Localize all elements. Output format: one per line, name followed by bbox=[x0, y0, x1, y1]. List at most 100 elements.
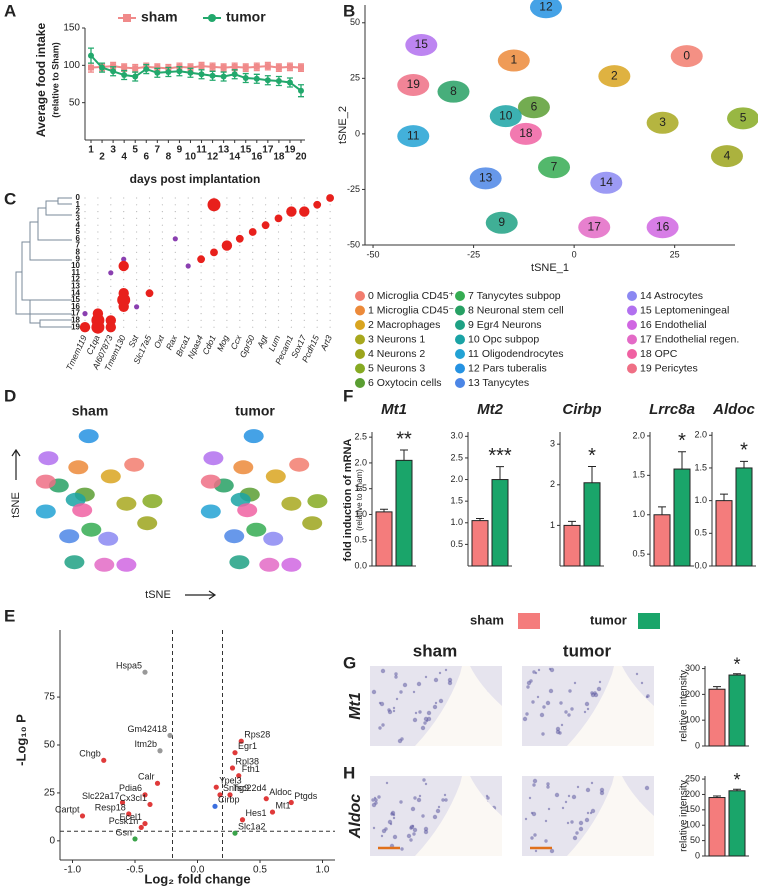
background-dot bbox=[110, 251, 112, 253]
background-dot bbox=[277, 238, 280, 240]
cluster bbox=[259, 557, 280, 572]
stain-speck bbox=[421, 814, 425, 818]
bar bbox=[728, 674, 746, 747]
background-dot bbox=[161, 299, 163, 301]
marker bbox=[298, 87, 304, 94]
marker bbox=[220, 64, 227, 71]
background-dot bbox=[161, 272, 163, 274]
cluster-label: 17 bbox=[71, 309, 80, 318]
cluster-label: 10 bbox=[71, 261, 80, 270]
cluster bbox=[727, 107, 758, 130]
gene-label: Slc1a2 bbox=[238, 822, 266, 832]
panel-letter: A bbox=[4, 1, 16, 20]
stain-speck bbox=[566, 821, 570, 825]
stain-speck bbox=[433, 677, 439, 683]
background-dot bbox=[161, 279, 163, 281]
legend-swatch bbox=[627, 291, 637, 301]
bar bbox=[673, 468, 691, 567]
panel-letter: B bbox=[343, 1, 355, 20]
cluster-label: 3 bbox=[659, 115, 666, 129]
stain-speck bbox=[571, 794, 577, 800]
stain-speck bbox=[413, 796, 417, 800]
cluster bbox=[237, 503, 258, 518]
gene-point bbox=[269, 809, 276, 815]
background-dot bbox=[161, 265, 163, 267]
cluster bbox=[78, 429, 99, 444]
cluster-label: 18 bbox=[519, 126, 533, 140]
background-dot bbox=[136, 231, 138, 233]
y-axis-label: Average food intake bbox=[34, 23, 48, 138]
y-tick-label: 0.5 bbox=[694, 528, 707, 538]
cluster-label: 4 bbox=[724, 148, 731, 162]
background-dot bbox=[97, 306, 99, 308]
marker bbox=[110, 63, 117, 70]
x-tick-label: 10 bbox=[185, 152, 197, 163]
background-dot bbox=[148, 306, 151, 308]
background-dot bbox=[303, 224, 305, 226]
background-dot bbox=[226, 258, 228, 260]
background-dot bbox=[277, 211, 280, 213]
stain-speck bbox=[531, 700, 535, 704]
background-dot bbox=[97, 197, 99, 199]
marker bbox=[132, 73, 139, 80]
background-dot bbox=[277, 272, 280, 274]
background-dot bbox=[148, 279, 151, 281]
error-bar bbox=[733, 788, 741, 791]
cluster-label: 12 bbox=[539, 0, 553, 13]
gene-point bbox=[154, 780, 161, 786]
y-tick-label: 1.0 bbox=[632, 509, 645, 519]
stain-speck bbox=[392, 709, 396, 713]
legend-swatch bbox=[518, 613, 540, 629]
gene-label: Cartpt bbox=[55, 804, 80, 814]
gene-label: Ecel1 bbox=[119, 812, 142, 822]
marker bbox=[286, 79, 293, 86]
background-dot bbox=[277, 279, 280, 281]
background-dot bbox=[97, 231, 99, 233]
gene-label: Gsn bbox=[115, 827, 132, 837]
error-bar bbox=[568, 520, 576, 526]
background-dot bbox=[329, 224, 331, 226]
background-dot bbox=[213, 326, 215, 328]
background-dot bbox=[84, 265, 86, 267]
y-tick-label: 50 bbox=[350, 17, 360, 27]
background-dot bbox=[265, 204, 267, 206]
stain-speck bbox=[435, 808, 441, 814]
background-dot bbox=[303, 326, 305, 328]
background-dot bbox=[265, 306, 267, 308]
background-dot bbox=[110, 224, 112, 226]
chart-title: Aldoc bbox=[712, 401, 755, 418]
background-dot bbox=[174, 326, 176, 328]
y-tick-label: 2 bbox=[550, 479, 555, 489]
background-dot bbox=[200, 292, 202, 294]
gene-point bbox=[132, 836, 138, 842]
background-dot bbox=[265, 258, 267, 260]
background-dot bbox=[290, 306, 292, 308]
background-dot bbox=[123, 326, 125, 328]
cluster-label: 19 bbox=[71, 322, 80, 331]
background-dot bbox=[290, 204, 292, 206]
stain-speck bbox=[529, 679, 533, 683]
legend-marker bbox=[123, 14, 131, 22]
background-dot bbox=[110, 245, 112, 247]
background-dot bbox=[200, 224, 202, 226]
background-dot bbox=[213, 217, 215, 219]
background-dot bbox=[123, 245, 125, 247]
background-dot bbox=[161, 251, 163, 253]
cluster bbox=[233, 460, 254, 475]
cluster bbox=[281, 496, 302, 511]
expression-dot bbox=[248, 228, 257, 236]
error-bar bbox=[733, 673, 741, 676]
stain-speck bbox=[531, 811, 537, 817]
stain-speck bbox=[418, 710, 422, 714]
stain-speck bbox=[392, 816, 396, 820]
x-tick-label: 0 bbox=[572, 249, 577, 259]
bar bbox=[653, 514, 671, 567]
expression-dot bbox=[286, 206, 297, 217]
bar bbox=[735, 467, 753, 567]
panel-letter: H bbox=[343, 763, 355, 782]
background-dot bbox=[265, 319, 267, 321]
stain-speck bbox=[539, 712, 545, 718]
cluster bbox=[265, 469, 286, 484]
ventricle bbox=[415, 776, 502, 856]
expression-dot bbox=[299, 206, 310, 217]
